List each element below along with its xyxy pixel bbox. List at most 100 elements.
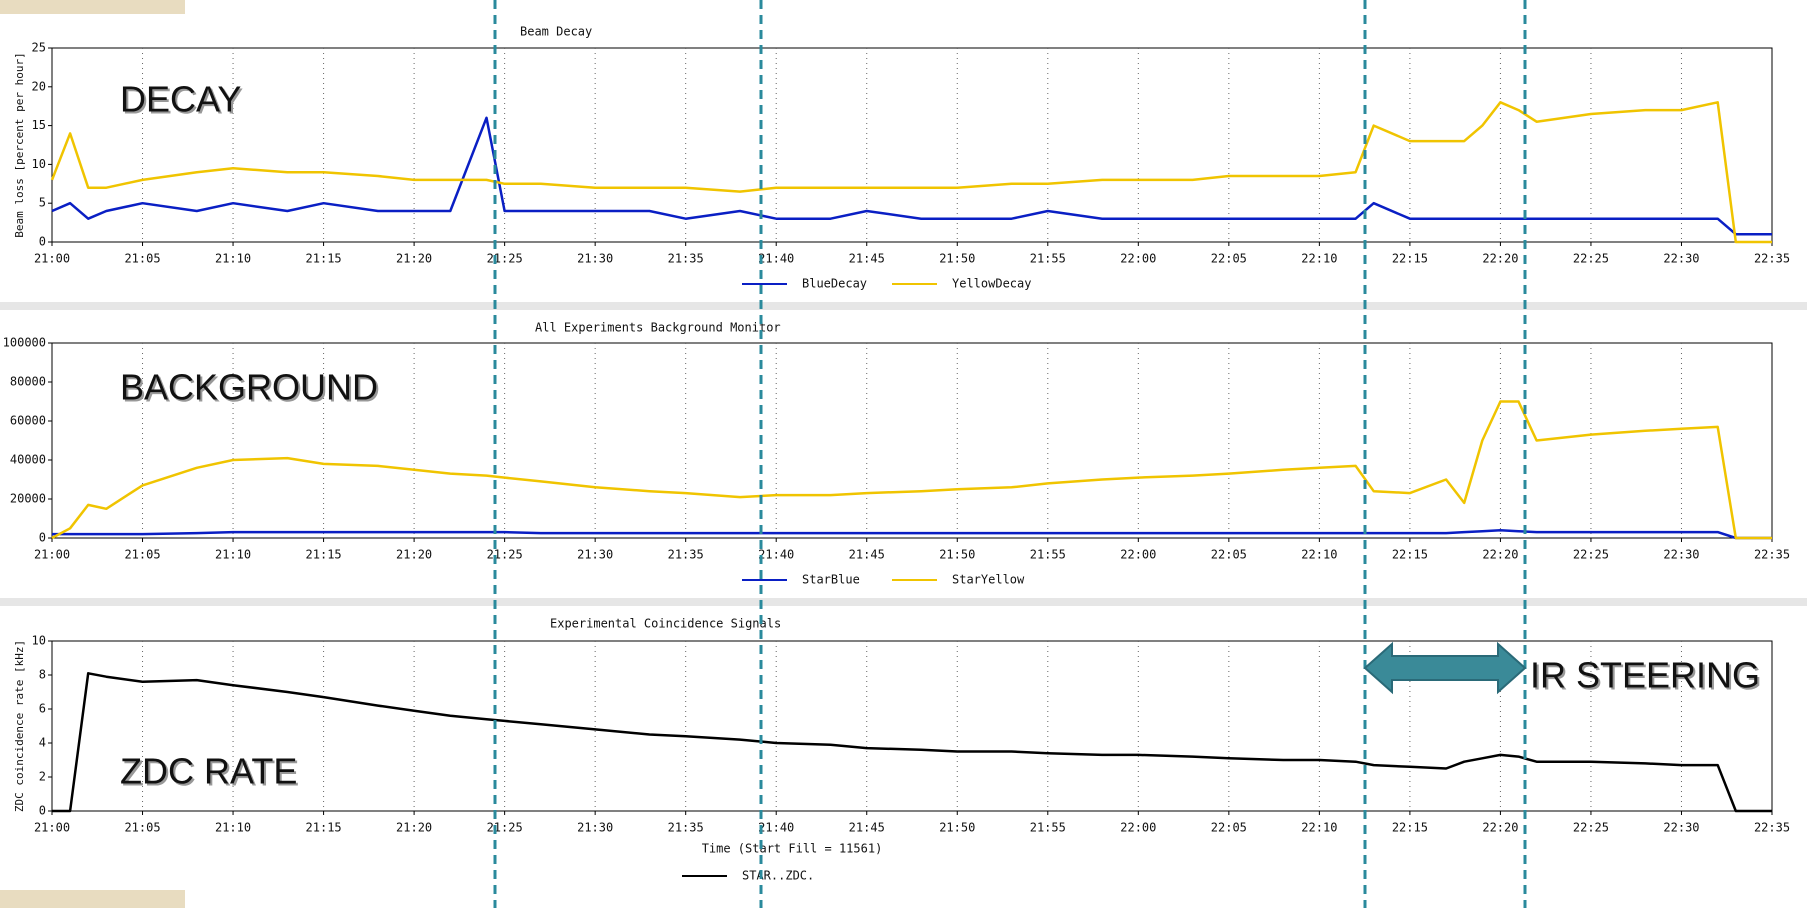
legend-label: YellowDecay <box>952 277 1031 291</box>
x-tick-label: 22:25 <box>1573 252 1609 266</box>
x-tick-label: 21:30 <box>577 548 613 562</box>
x-tick-label: 22:30 <box>1663 252 1699 266</box>
y-tick-label: 8 <box>39 668 46 682</box>
x-tick-label: 21:30 <box>577 821 613 835</box>
y-axis-label: ZDC coincidence rate [kHz] <box>13 640 26 812</box>
legend-label: BlueDecay <box>802 277 867 291</box>
overlay-label-shadow: ZDC RATE <box>122 753 299 794</box>
x-tick-label: 21:45 <box>849 821 885 835</box>
y-tick-label: 6 <box>39 702 46 716</box>
x-tick-label: 21:35 <box>668 821 704 835</box>
x-tick-label: 22:00 <box>1120 252 1156 266</box>
x-tick-label: 21:00 <box>34 548 70 562</box>
y-tick-label: 0 <box>39 804 46 818</box>
x-tick-label: 21:25 <box>487 252 523 266</box>
x-tick-label: 21:20 <box>396 821 432 835</box>
x-tick-label: 21:40 <box>758 252 794 266</box>
x-tick-label: 21:45 <box>849 548 885 562</box>
x-tick-label: 22:25 <box>1573 821 1609 835</box>
y-tick-label: 10 <box>32 157 46 171</box>
plots: Beam Decay 21:00 21:05 21:10 21:15 21:20 21:25… <box>3 25 1790 883</box>
y-tick-label: 0 <box>39 235 46 249</box>
y-tick-label: 25 <box>32 41 46 55</box>
x-tick-label: 21:05 <box>124 821 160 835</box>
x-tick-label: 22:10 <box>1301 548 1337 562</box>
x-tick-label: 22:20 <box>1482 821 1518 835</box>
y-axis-label: Beam loss [percent per hour] <box>13 52 26 237</box>
x-tick-label: 22:15 <box>1392 821 1428 835</box>
plot-frame <box>51 47 1773 243</box>
overlay-label: BACKGROUND <box>120 367 378 408</box>
x-tick-label: 22:15 <box>1392 548 1428 562</box>
x-tick-label: 21:10 <box>215 548 251 562</box>
plot-frame <box>51 342 1773 539</box>
x-tick-label: 21:15 <box>306 821 342 835</box>
y-tick-label: 20000 <box>10 492 46 506</box>
separator <box>0 598 1807 606</box>
event-markers <box>493 0 1527 908</box>
data-line <box>51 400 1772 540</box>
legend-label: STAR..ZDC. <box>742 869 814 883</box>
x-tick-label: 22:30 <box>1663 821 1699 835</box>
x-tick-label: 22:05 <box>1211 548 1247 562</box>
overlay-label-shadow: IR STEERING <box>1532 657 1762 698</box>
x-tick-label: 21:50 <box>939 252 975 266</box>
x-tick-label: 22:35 <box>1754 821 1790 835</box>
y-tick-label: 100000 <box>3 336 46 350</box>
x-tick-label: 21:00 <box>34 252 70 266</box>
y-tick-label: 40000 <box>10 453 46 467</box>
x-axis-label: Time (Start Fill = 11561) <box>702 842 883 856</box>
x-tick-label: 22:30 <box>1663 548 1699 562</box>
x-tick-label: 22:35 <box>1754 548 1790 562</box>
x-tick-label: 21:55 <box>1030 252 1066 266</box>
plot-frame <box>51 640 1773 812</box>
corner-decoration <box>0 890 185 908</box>
y-tick-label: 80000 <box>10 375 46 389</box>
corner-decoration <box>0 0 185 14</box>
x-tick-label: 21:10 <box>215 821 251 835</box>
x-tick-label: 21:15 <box>306 252 342 266</box>
data-line <box>52 672 1772 813</box>
data-line <box>50 101 1772 244</box>
x-tick-label: 21:55 <box>1030 548 1066 562</box>
x-tick-label: 21:15 <box>306 548 342 562</box>
x-tick-label: 21:10 <box>215 252 251 266</box>
overlay-label: IR STEERING <box>1530 655 1760 696</box>
overlay-label: DECAY <box>120 79 241 120</box>
x-tick-label: 21:05 <box>124 252 160 266</box>
x-tick-label: 21:25 <box>487 821 523 835</box>
x-tick-label: 21:35 <box>668 252 704 266</box>
x-tick-label: 21:55 <box>1030 821 1066 835</box>
y-tick-label: 5 <box>39 196 46 210</box>
x-tick-label: 21:20 <box>396 548 432 562</box>
x-tick-label: 22:00 <box>1120 821 1156 835</box>
double-arrow <box>1363 641 1527 695</box>
y-tick-label: 10 <box>32 634 46 648</box>
x-tick-label: 22:25 <box>1573 548 1609 562</box>
x-tick-label: 21:00 <box>34 821 70 835</box>
x-tick-label: 22:10 <box>1301 821 1337 835</box>
x-tick-label: 22:15 <box>1392 252 1428 266</box>
y-tick-label: 0 <box>39 531 46 545</box>
separator <box>0 302 1807 310</box>
y-tick-label: 15 <box>32 118 46 132</box>
x-tick-label: 21:40 <box>758 548 794 562</box>
x-tick-label: 21:25 <box>487 548 523 562</box>
x-tick-label: 22:00 <box>1120 548 1156 562</box>
x-tick-label: 22:20 <box>1482 252 1518 266</box>
x-tick-label: 21:50 <box>939 548 975 562</box>
x-tick-label: 21:40 <box>758 821 794 835</box>
x-tick-label: 22:20 <box>1482 548 1518 562</box>
x-tick-label: 21:20 <box>396 252 432 266</box>
x-tick-label: 21:45 <box>849 252 885 266</box>
data-line <box>52 528 1772 540</box>
x-tick-label: 21:35 <box>668 548 704 562</box>
chart-title: All Experiments Background Monitor <box>535 321 781 335</box>
x-tick-label: 21:50 <box>939 821 975 835</box>
x-tick-label: 22:10 <box>1301 252 1337 266</box>
legend-label: StarBlue <box>802 573 860 587</box>
data-line <box>51 116 1772 236</box>
y-tick-label: 2 <box>39 770 46 784</box>
